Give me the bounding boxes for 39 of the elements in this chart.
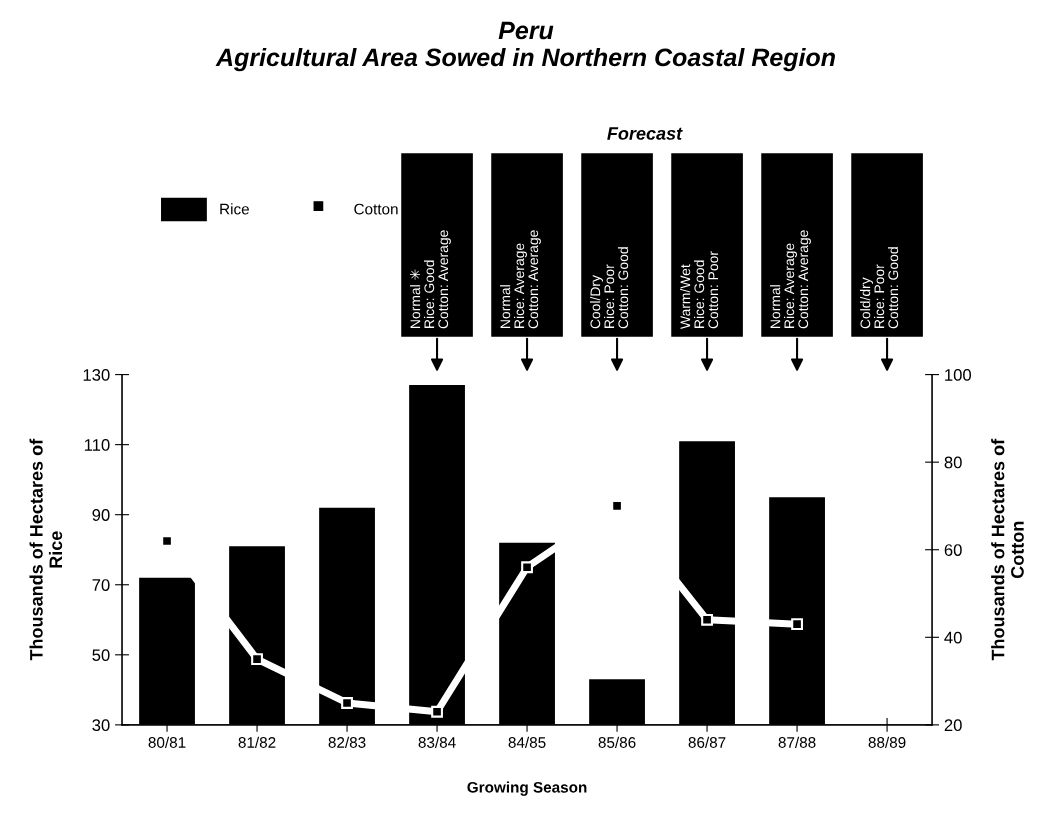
text: Cold/dry Rice: Poor Cotton: Good bbox=[860, 247, 899, 329]
point bbox=[251, 653, 263, 666]
x-tick-label: 83/84 bbox=[418, 736, 456, 748]
x-tick-label: 86/87 bbox=[688, 736, 726, 748]
y-tick-label: 30 bbox=[92, 719, 110, 732]
y2-tick-label: 60 bbox=[944, 544, 962, 556]
y-tick-label: 130 bbox=[83, 368, 110, 381]
x-tick-label: 88/89 bbox=[868, 736, 906, 748]
y-tick-label: 70 bbox=[92, 579, 110, 591]
x-axis-title: Growing Season bbox=[467, 781, 587, 796]
text: Normal Rice: Average Cotton: Average bbox=[500, 230, 541, 329]
text: Normal ✳ Rice: Good Cotton: Average bbox=[409, 230, 451, 329]
text: Warm/Wet Rice: Good Cotton: Poor bbox=[680, 251, 719, 329]
x-tick-label: 80/81 bbox=[148, 736, 186, 748]
y2-axis-title: Thousands of Hectares of Cotton bbox=[991, 438, 1024, 661]
point bbox=[791, 618, 803, 631]
legend-label: Rice bbox=[220, 203, 249, 215]
y2-tick-label: 40 bbox=[944, 631, 962, 644]
y2-tick-label: 100 bbox=[945, 368, 972, 381]
y2-tick-label: 20 bbox=[944, 719, 962, 732]
text: Forecast bbox=[607, 127, 683, 140]
x-tick-label: 82/83 bbox=[328, 736, 366, 748]
y-axis-title: Thousands of Hectares of Rice bbox=[29, 438, 63, 661]
legend-label: Cotton bbox=[354, 203, 398, 215]
y-tick-label: 50 bbox=[92, 649, 110, 662]
x-tick-label: 84/85 bbox=[508, 736, 546, 748]
point bbox=[521, 561, 533, 574]
x-tick-label: 87/88 bbox=[778, 736, 816, 748]
text: Cool/Dry Rice: Poor Cotton: Good bbox=[590, 247, 629, 329]
x-tick-label: 81/82 bbox=[238, 736, 276, 748]
point bbox=[431, 705, 443, 718]
y2-tick-label: 80 bbox=[944, 456, 962, 469]
x-tick-label: 85/86 bbox=[598, 736, 636, 748]
point bbox=[341, 697, 353, 709]
point bbox=[701, 613, 713, 626]
y-tick-label: 90 bbox=[92, 509, 110, 521]
chart-title: Peru Agricultural Area Sowed in Northern Coastal Region bbox=[215, 21, 835, 72]
text: Normal Rice: Average Cotton: Average bbox=[770, 230, 811, 329]
y-tick-label: 110 bbox=[84, 439, 110, 451]
